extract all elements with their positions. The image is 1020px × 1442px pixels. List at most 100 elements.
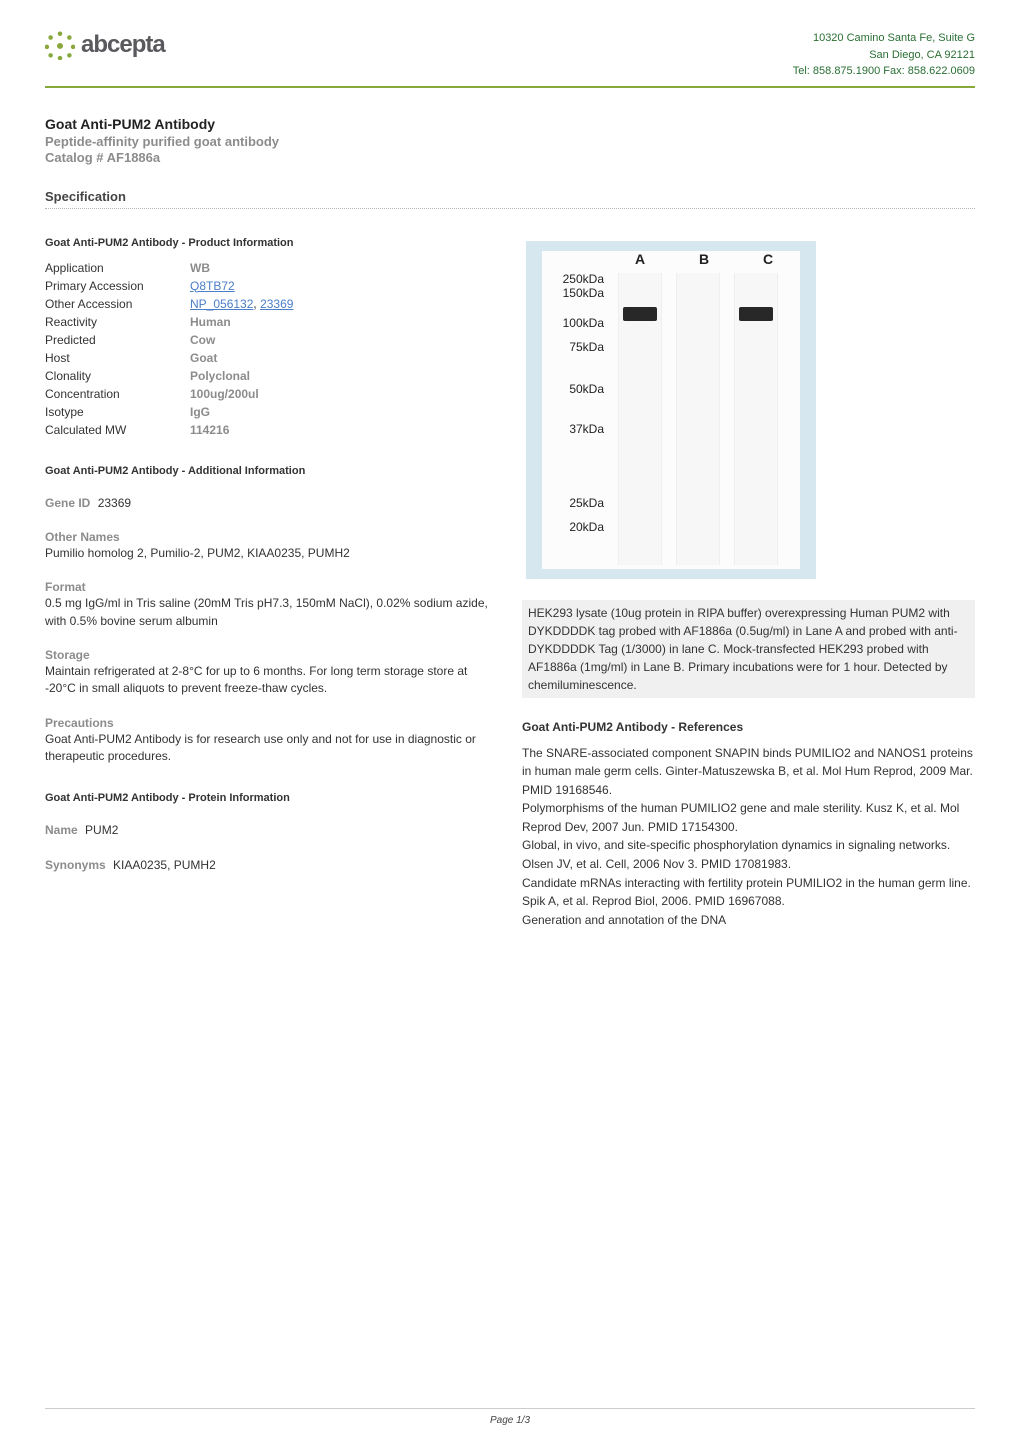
ladder-mark: 100kDa [563, 317, 604, 329]
info-label: Isotype [45, 403, 190, 421]
ladder-mark: 37kDa [569, 423, 604, 435]
info-value: NP_056132, 23369 [190, 295, 293, 313]
accession-link[interactable]: 23369 [260, 297, 293, 311]
lane-labels-row: ABC [608, 251, 800, 267]
left-column: Goat Anti-PUM2 Antibody - Product Inform… [45, 229, 498, 930]
protein-name-block: Name PUM2 [45, 822, 498, 839]
accession-link[interactable]: NP_056132 [190, 297, 253, 311]
table-row: ClonalityPolyclonal [45, 367, 498, 385]
table-row: ReactivityHuman [45, 313, 498, 331]
info-value: Polyclonal [190, 367, 250, 385]
address-line-3: Tel: 858.875.1900 Fax: 858.622.0609 [793, 63, 975, 80]
info-label: Reactivity [45, 313, 190, 331]
format-label: Format [45, 580, 498, 594]
table-row: Other AccessionNP_056132, 23369 [45, 295, 498, 313]
wb-band [739, 307, 773, 321]
product-subtitle: Peptide-affinity purified goat antibody [45, 134, 975, 149]
lane-label: A [608, 251, 672, 267]
two-column-layout: Goat Anti-PUM2 Antibody - Product Inform… [45, 229, 975, 930]
references-subheading: Goat Anti-PUM2 Antibody - References [522, 720, 975, 734]
reference-item: Generation and annotation of the DNA [522, 911, 975, 930]
ladder-mark: 75kDa [569, 341, 604, 353]
western-blot-lanes: ABC [608, 251, 800, 569]
info-label: Application [45, 259, 190, 277]
info-label: Primary Accession [45, 277, 190, 295]
product-info-subheading: Goat Anti-PUM2 Antibody - Product Inform… [45, 237, 498, 249]
additional-info-subheading: Goat Anti-PUM2 Antibody - Additional Inf… [45, 465, 498, 477]
info-label: Concentration [45, 385, 190, 403]
table-row: Concentration100ug/200ul [45, 385, 498, 403]
wb-band [623, 307, 657, 321]
protein-name-label: Name [45, 823, 78, 837]
ladder-mark: 50kDa [569, 383, 604, 395]
table-row: Calculated MW114216 [45, 421, 498, 439]
table-row: ApplicationWB [45, 259, 498, 277]
title-block: Goat Anti-PUM2 Antibody Peptide-affinity… [45, 116, 975, 165]
info-label: Calculated MW [45, 421, 190, 439]
info-value: Goat [190, 349, 217, 367]
ladder-mark: 250kDa [563, 273, 604, 285]
format-value: 0.5 mg IgG/ml in Tris saline (20mM Tris … [45, 595, 498, 630]
references-block: The SNARE-associated component SNAPIN bi… [522, 744, 975, 930]
synonyms-label: Synonyms [45, 858, 106, 872]
reference-item: Candidate mRNAs interacting with fertili… [522, 874, 975, 911]
ladder-mark: 150kDa [563, 287, 604, 299]
precautions-block: Precautions Goat Anti-PUM2 Antibody is f… [45, 716, 498, 766]
storage-label: Storage [45, 648, 498, 662]
table-row: HostGoat [45, 349, 498, 367]
info-label: Host [45, 349, 190, 367]
gene-id-block: Gene ID 23369 [45, 495, 498, 512]
western-blot-figure: 250kDa 150kDa 100kDa 75kDa 50kDa 37kDa 25kDa 20… [526, 241, 816, 579]
reference-item: Polymorphisms of the human PUMILIO2 gene… [522, 799, 975, 836]
western-blot-inner: 250kDa 150kDa 100kDa 75kDa 50kDa 37kDa 25kDa 20… [542, 251, 800, 569]
company-address: 10320 Camino Santa Fe, Suite G San Diego… [793, 30, 975, 80]
gene-id-label: Gene ID [45, 496, 90, 510]
other-names-label: Other Names [45, 530, 498, 544]
format-block: Format 0.5 mg IgG/ml in Tris saline (20m… [45, 580, 498, 630]
figure-caption: HEK293 lysate (10ug protein in RIPA buff… [522, 600, 975, 698]
info-value: Q8TB72 [190, 277, 235, 295]
accession-link[interactable]: Q8TB72 [190, 279, 235, 293]
product-title: Goat Anti-PUM2 Antibody [45, 116, 975, 132]
logo: abcepta [45, 30, 165, 60]
info-value: IgG [190, 403, 210, 421]
molecular-weight-ladder: 250kDa 150kDa 100kDa 75kDa 50kDa 37kDa 25kDa 20… [542, 251, 608, 569]
synonyms-block: Synonyms KIAA0235, PUMH2 [45, 857, 498, 874]
page: abcepta 10320 Camino Santa Fe, Suite G S… [0, 0, 1020, 1442]
other-names-value: Pumilio homolog 2, Pumilio-2, PUM2, KIAA… [45, 545, 498, 562]
page-footer: Page 1/3 [45, 1408, 975, 1426]
lane-label: C [736, 251, 800, 267]
right-column: 250kDa 150kDa 100kDa 75kDa 50kDa 37kDa 25kDa 20… [522, 229, 975, 930]
section-heading-specification: Specification [45, 189, 975, 209]
synonyms-value: KIAA0235, PUMH2 [113, 858, 216, 872]
precautions-label: Precautions [45, 716, 498, 730]
protein-name-value: PUM2 [85, 823, 118, 837]
table-row: Primary AccessionQ8TB72 [45, 277, 498, 295]
table-row: PredictedCow [45, 331, 498, 349]
ladder-mark: 20kDa [569, 521, 604, 533]
other-names-block: Other Names Pumilio homolog 2, Pumilio-2… [45, 530, 498, 562]
info-value: WB [190, 259, 210, 277]
page-header: abcepta 10320 Camino Santa Fe, Suite G S… [45, 30, 975, 88]
table-row: IsotypeIgG [45, 403, 498, 421]
address-line-1: 10320 Camino Santa Fe, Suite G [793, 30, 975, 47]
info-label: Clonality [45, 367, 190, 385]
logo-icon [45, 30, 75, 60]
reference-item: The SNARE-associated component SNAPIN bi… [522, 744, 975, 800]
info-label: Predicted [45, 331, 190, 349]
storage-block: Storage Maintain refrigerated at 2-8°C f… [45, 648, 498, 698]
logo-text: abcepta [81, 31, 165, 59]
storage-value: Maintain refrigerated at 2-8°C for up to… [45, 663, 498, 698]
info-label: Other Accession [45, 295, 190, 313]
ladder-mark: 25kDa [569, 497, 604, 509]
info-value: Human [190, 313, 231, 331]
gene-id-value: 23369 [98, 496, 131, 510]
protein-info-subheading: Goat Anti-PUM2 Antibody - Protein Inform… [45, 792, 498, 804]
catalog-number: Catalog # AF1886a [45, 150, 975, 165]
lane-label: B [672, 251, 736, 267]
info-value: 114216 [190, 421, 229, 439]
address-line-2: San Diego, CA 92121 [793, 47, 975, 64]
info-value: 100ug/200ul [190, 385, 259, 403]
product-info-table: ApplicationWB Primary AccessionQ8TB72 Ot… [45, 259, 498, 439]
reference-item: Global, in vivo, and site-specific phosp… [522, 836, 975, 873]
